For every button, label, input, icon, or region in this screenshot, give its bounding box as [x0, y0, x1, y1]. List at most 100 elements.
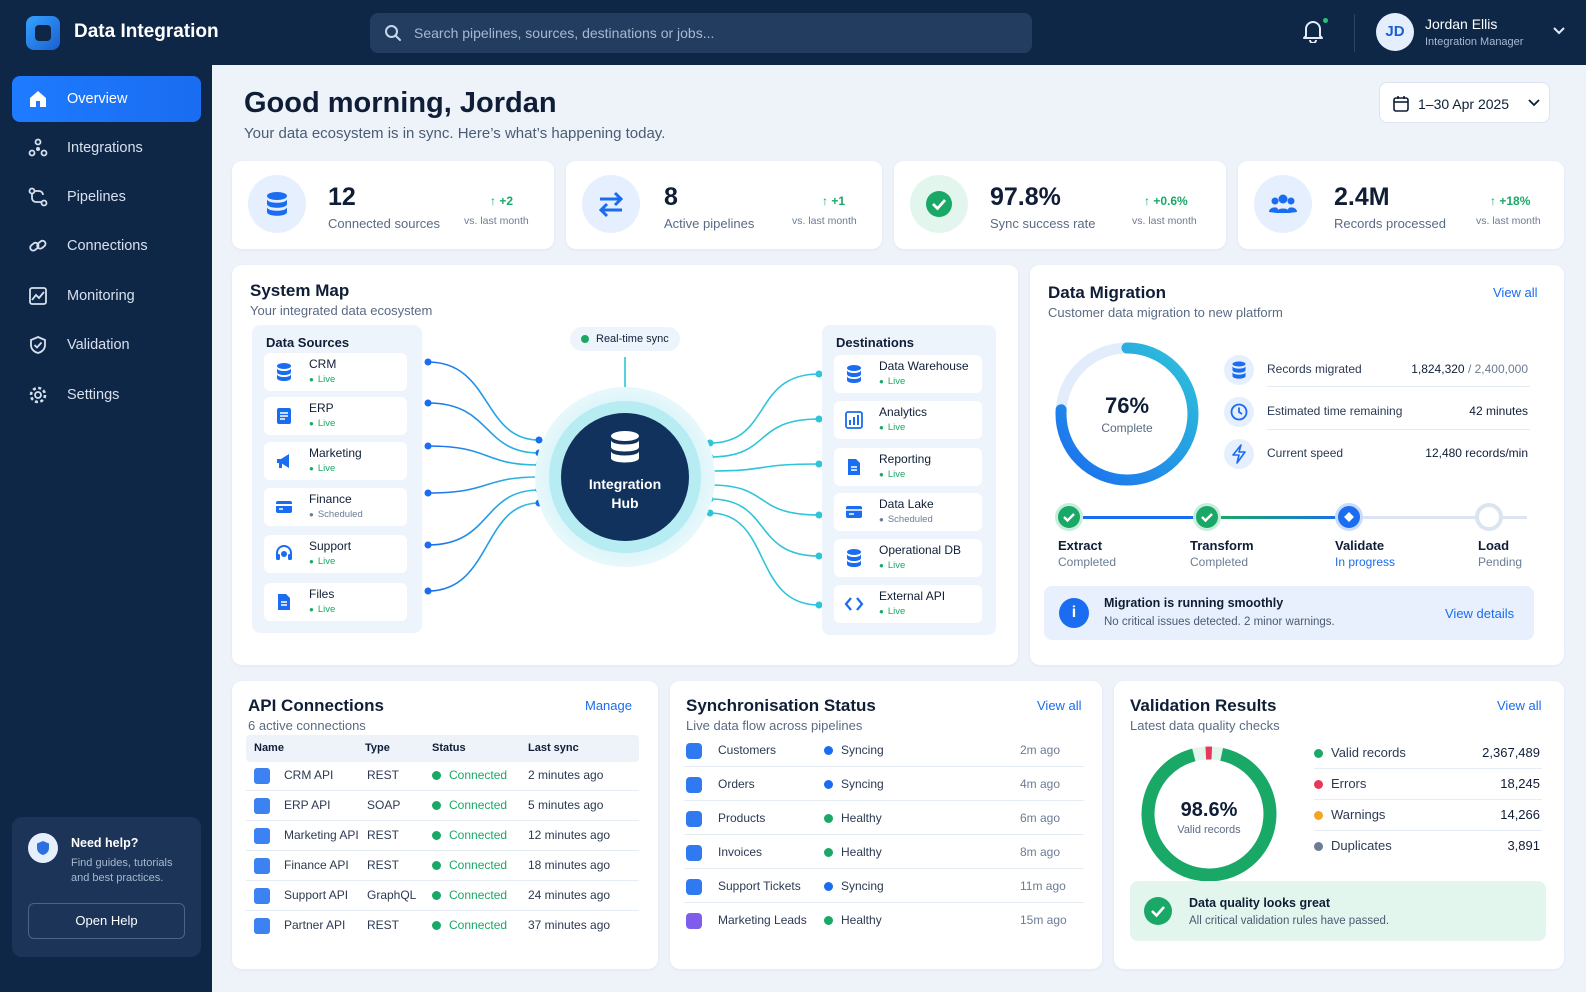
- manage-link[interactable]: Manage: [585, 698, 632, 713]
- destination-node[interactable]: Data Lake Scheduled: [834, 493, 982, 531]
- search-bar[interactable]: [370, 13, 1032, 53]
- kpi-delta: ↑ +18%: [1490, 194, 1531, 208]
- step-state: In progress: [1335, 555, 1396, 569]
- analytics-icon: [845, 411, 863, 429]
- kpi-label: Sync success rate: [990, 216, 1096, 231]
- date-range-value: 1–30 Apr 2025: [1418, 96, 1510, 112]
- legend-dot: [1314, 780, 1323, 789]
- open-help-button[interactable]: Open Help: [28, 903, 185, 939]
- notice-text: All critical validation rules have passe…: [1189, 915, 1390, 927]
- pipeline-name[interactable]: Support Tickets: [718, 879, 801, 893]
- pipeline-name[interactable]: Marketing Leads: [718, 913, 807, 927]
- validation-view-all-link[interactable]: View all: [1497, 698, 1542, 713]
- realtime-sync-badge: Real-time sync: [570, 327, 680, 351]
- destination-node[interactable]: Data Warehouse Live: [834, 355, 982, 393]
- column-header: Last sync: [528, 742, 579, 754]
- integration-hub[interactable]: Integration Hub: [561, 430, 689, 513]
- stat-value: 12,480 records/min: [1425, 446, 1528, 460]
- legend-dot: [1314, 811, 1323, 820]
- source-node[interactable]: Support Live: [264, 535, 407, 573]
- sync-view-all-link[interactable]: View all: [1037, 698, 1082, 713]
- system-map-card: System Map Your integrated data ecosyste…: [232, 265, 1018, 665]
- validation-item-value: 14,266: [1500, 807, 1540, 822]
- sync-subtitle: Live data flow across pipelines: [686, 718, 863, 733]
- sidebar-item-label: Connections: [67, 238, 148, 254]
- sidebar-item-integrations[interactable]: Integrations: [12, 125, 201, 171]
- pipeline-name[interactable]: Products: [718, 811, 766, 825]
- destination-node[interactable]: Operational DB Live: [834, 539, 982, 577]
- source-node[interactable]: Finance Scheduled: [264, 488, 407, 526]
- notifications-bell-icon[interactable]: [1302, 19, 1324, 43]
- kpi-records-processed[interactable]: 2.4M Records processed ↑ +18% vs. last m…: [1238, 161, 1564, 249]
- kpi-icon-bg: [1254, 175, 1312, 233]
- sidebar-item-pipelines[interactable]: Pipelines: [12, 174, 201, 220]
- destination-node[interactable]: Analytics Live: [834, 401, 982, 439]
- api-name[interactable]: Support API: [284, 888, 349, 902]
- pipeline-name[interactable]: Customers: [718, 743, 777, 757]
- migration-title: Data Migration: [1048, 283, 1167, 302]
- pipeline-name[interactable]: Invoices: [718, 845, 763, 859]
- source-node[interactable]: ERP Live: [264, 397, 407, 435]
- validation-item-value: 2,367,489: [1482, 745, 1540, 760]
- kpi-connected-sources[interactable]: 12 Connected sources ↑ +2 vs. last month: [232, 161, 554, 249]
- system-map-title: System Map: [250, 281, 350, 300]
- chevron-down-icon[interactable]: [1552, 26, 1566, 36]
- source-node[interactable]: Files Live: [264, 583, 407, 621]
- cloud-icon: [254, 768, 270, 784]
- source-node[interactable]: Marketing Live: [264, 442, 407, 480]
- node-status: Live: [879, 469, 905, 480]
- check-icon: [926, 191, 952, 217]
- sidebar-item-connections[interactable]: Connections: [12, 223, 201, 269]
- destination-node[interactable]: Reporting Live: [834, 448, 982, 486]
- kpi-label: Records processed: [1334, 216, 1446, 231]
- legend-label: Valid records: [1331, 745, 1406, 760]
- last-sync: 5 minutes ago: [528, 798, 604, 812]
- kpi-active-pipelines[interactable]: 8 Active pipelines ↑ +1 vs. last month: [566, 161, 882, 249]
- migration-view-all-link[interactable]: View all: [1493, 285, 1538, 300]
- megaphone-icon: [254, 828, 270, 844]
- kpi-icon-bg: [910, 175, 968, 233]
- pipeline-name[interactable]: Orders: [718, 777, 755, 791]
- pipelines-icon: [28, 187, 48, 207]
- node-status: Scheduled: [309, 509, 363, 520]
- app-logo: [26, 16, 60, 50]
- user-name[interactable]: Jordan Ellis: [1425, 16, 1498, 32]
- api-name[interactable]: ERP API: [284, 798, 331, 812]
- kpi-icon-bg: [582, 175, 640, 233]
- sidebar-item-overview[interactable]: Overview: [12, 76, 201, 122]
- clock-icon: [1230, 403, 1248, 421]
- database-icon: [277, 363, 291, 381]
- api-name[interactable]: Partner API: [284, 918, 346, 932]
- last-sync: 18 minutes ago: [528, 858, 611, 872]
- sidebar-item-monitoring[interactable]: Monitoring: [12, 273, 201, 319]
- status-label: Connected: [449, 828, 508, 842]
- status-dot: [432, 891, 441, 900]
- api-name[interactable]: Marketing API: [284, 828, 359, 842]
- kpi-sync-success[interactable]: 97.8% Sync success rate ↑ +0.6% vs. last…: [894, 161, 1226, 249]
- status-label: Connected: [449, 768, 508, 782]
- source-node[interactable]: CRM Live: [264, 353, 407, 391]
- flow-lines: [424, 357, 823, 609]
- status-dot: [824, 848, 833, 857]
- view-details-link[interactable]: View details: [1445, 606, 1515, 621]
- validation-item-value: 18,245: [1500, 776, 1540, 791]
- link-icon: [254, 918, 270, 934]
- avatar[interactable]: JD: [1376, 13, 1414, 51]
- database-icon: [1232, 361, 1246, 379]
- invoices-icon: [686, 845, 702, 861]
- validation-percent: 98.6%: [1180, 799, 1238, 821]
- sidebar-item-validation[interactable]: Validation: [12, 322, 201, 368]
- api-name[interactable]: Finance API: [284, 858, 349, 872]
- step-connector: [1503, 516, 1527, 519]
- search-input[interactable]: [414, 13, 1014, 53]
- destination-node[interactable]: External API Live: [834, 585, 982, 623]
- status-label: Syncing: [841, 777, 884, 791]
- data-migration-card: Data Migration Customer data migration t…: [1030, 265, 1564, 665]
- api-name[interactable]: CRM API: [284, 768, 334, 782]
- status-label: Connected: [449, 918, 508, 932]
- file-icon: [278, 594, 290, 610]
- date-range-picker[interactable]: 1–30 Apr 2025: [1379, 82, 1550, 123]
- kpi-note: vs. last month: [1132, 215, 1197, 227]
- support-tickets-icon: [686, 879, 702, 895]
- sidebar-item-settings[interactable]: Settings: [12, 372, 201, 418]
